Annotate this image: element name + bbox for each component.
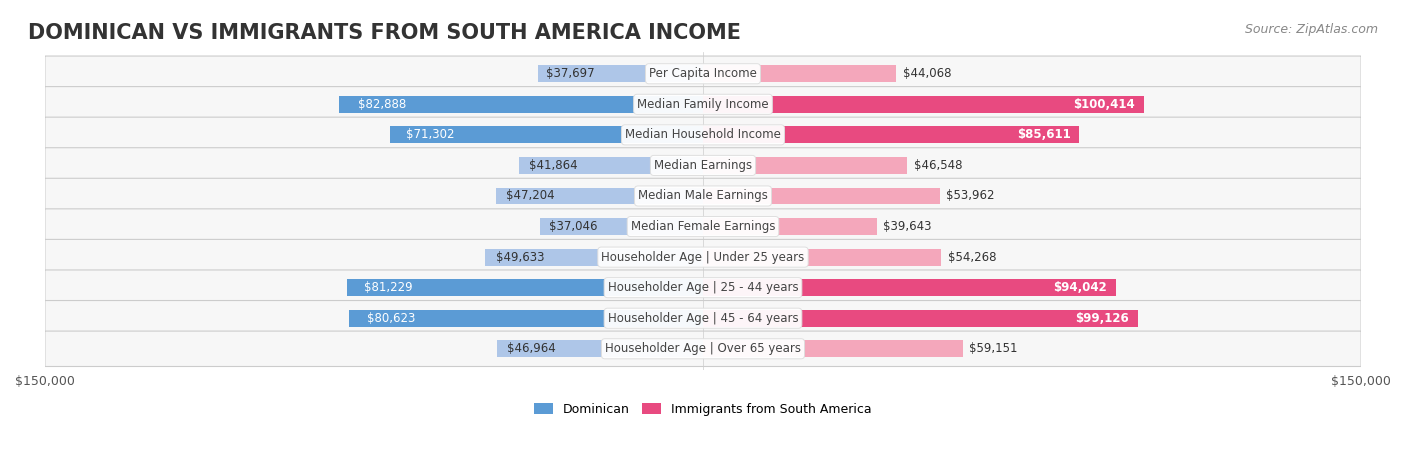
Text: Median Female Earnings: Median Female Earnings xyxy=(631,220,775,233)
Text: $81,229: $81,229 xyxy=(364,281,413,294)
Bar xyxy=(496,340,703,357)
Bar xyxy=(703,218,877,235)
Text: Per Capita Income: Per Capita Income xyxy=(650,67,756,80)
Text: $44,068: $44,068 xyxy=(903,67,952,80)
FancyBboxPatch shape xyxy=(45,270,1361,305)
Text: Median Family Income: Median Family Income xyxy=(637,98,769,111)
Text: Householder Age | Over 65 years: Householder Age | Over 65 years xyxy=(605,342,801,355)
FancyBboxPatch shape xyxy=(45,301,1361,336)
FancyBboxPatch shape xyxy=(45,240,1361,275)
Bar xyxy=(703,249,941,266)
FancyBboxPatch shape xyxy=(45,117,1361,153)
Bar xyxy=(703,96,1143,113)
Text: DOMINICAN VS IMMIGRANTS FROM SOUTH AMERICA INCOME: DOMINICAN VS IMMIGRANTS FROM SOUTH AMERI… xyxy=(28,23,741,43)
Text: $49,633: $49,633 xyxy=(496,251,544,263)
Bar xyxy=(496,188,703,205)
FancyBboxPatch shape xyxy=(45,178,1361,214)
Bar xyxy=(703,279,1115,296)
Text: $46,548: $46,548 xyxy=(914,159,962,172)
Text: $41,864: $41,864 xyxy=(529,159,576,172)
Legend: Dominican, Immigrants from South America: Dominican, Immigrants from South America xyxy=(529,398,877,421)
Text: $47,204: $47,204 xyxy=(506,190,555,203)
Text: $71,302: $71,302 xyxy=(406,128,454,142)
Bar xyxy=(703,340,963,357)
Text: $54,268: $54,268 xyxy=(948,251,997,263)
FancyBboxPatch shape xyxy=(45,148,1361,183)
Text: Householder Age | Under 25 years: Householder Age | Under 25 years xyxy=(602,251,804,263)
Bar xyxy=(703,157,907,174)
Bar xyxy=(703,310,1137,326)
Text: Householder Age | 45 - 64 years: Householder Age | 45 - 64 years xyxy=(607,312,799,325)
Bar xyxy=(703,188,939,205)
Text: $85,611: $85,611 xyxy=(1018,128,1071,142)
Bar xyxy=(485,249,703,266)
Bar xyxy=(703,127,1078,143)
Bar xyxy=(540,218,703,235)
Text: $82,888: $82,888 xyxy=(357,98,406,111)
Text: $80,623: $80,623 xyxy=(367,312,415,325)
FancyBboxPatch shape xyxy=(45,331,1361,367)
Text: $37,697: $37,697 xyxy=(546,67,595,80)
Bar xyxy=(703,65,897,82)
Text: $46,964: $46,964 xyxy=(508,342,555,355)
Bar xyxy=(537,65,703,82)
FancyBboxPatch shape xyxy=(45,209,1361,244)
Bar xyxy=(519,157,703,174)
Text: Median Earnings: Median Earnings xyxy=(654,159,752,172)
Text: $59,151: $59,151 xyxy=(969,342,1018,355)
Text: Householder Age | 25 - 44 years: Householder Age | 25 - 44 years xyxy=(607,281,799,294)
FancyBboxPatch shape xyxy=(45,56,1361,92)
Bar xyxy=(391,127,703,143)
Text: Median Household Income: Median Household Income xyxy=(626,128,780,142)
Text: $100,414: $100,414 xyxy=(1073,98,1135,111)
Text: $37,046: $37,046 xyxy=(548,220,598,233)
Bar xyxy=(347,279,703,296)
Bar xyxy=(349,310,703,326)
Text: $94,042: $94,042 xyxy=(1053,281,1108,294)
Text: $53,962: $53,962 xyxy=(946,190,995,203)
Text: $39,643: $39,643 xyxy=(883,220,932,233)
FancyBboxPatch shape xyxy=(45,86,1361,122)
Text: Median Male Earnings: Median Male Earnings xyxy=(638,190,768,203)
Text: Source: ZipAtlas.com: Source: ZipAtlas.com xyxy=(1244,23,1378,36)
Text: $99,126: $99,126 xyxy=(1076,312,1129,325)
Bar xyxy=(339,96,703,113)
